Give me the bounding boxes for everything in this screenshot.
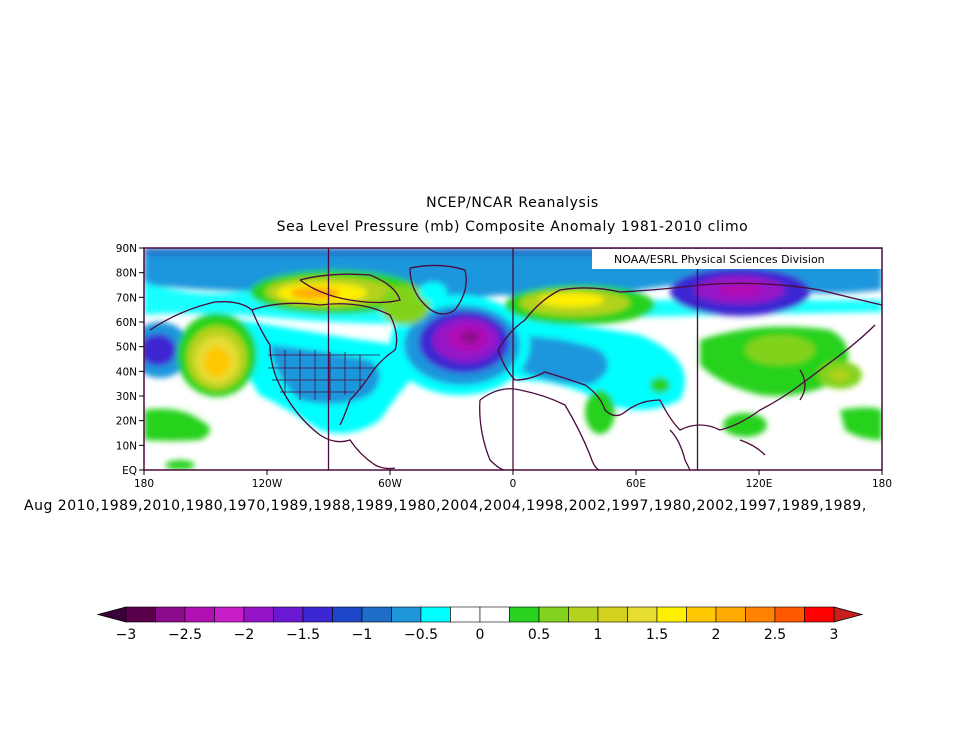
colorbar-swatch xyxy=(273,606,304,623)
lon-label: 180 xyxy=(872,478,892,490)
map-panel xyxy=(144,248,882,470)
colorbar-swatch xyxy=(184,606,215,623)
africa-west xyxy=(479,399,506,470)
colorbar-label: −0.5 xyxy=(404,627,438,643)
colorbar-swatch xyxy=(686,606,717,623)
colorbar-swatch xyxy=(479,606,510,623)
colorbar-swatch xyxy=(302,606,333,623)
meridians xyxy=(327,248,699,470)
colorbar-swatch xyxy=(243,606,274,623)
japan xyxy=(799,369,806,401)
sib-low-3 xyxy=(718,283,762,297)
lon-label: 120E xyxy=(746,478,773,490)
colorbar-swatch xyxy=(715,606,746,623)
lon-label: 60E xyxy=(626,478,646,490)
greenland-cyan xyxy=(419,282,447,302)
lon-label: 120W xyxy=(252,478,283,490)
colorbar-swatch xyxy=(627,606,658,623)
colorbar-swatch xyxy=(774,606,805,623)
colorbar-swatch xyxy=(656,606,687,623)
longitude-axis: 180 120W 60W 0 60E 120E 180 xyxy=(134,470,892,490)
lon-label: 180 xyxy=(134,478,154,490)
colorbar-label: −3 xyxy=(116,627,137,643)
nep-high-4 xyxy=(204,347,230,377)
lat-label: EQ xyxy=(122,465,137,477)
eurasia-north-coast xyxy=(497,282,882,351)
colorbar-swatch xyxy=(509,606,540,623)
canadian-archipelago xyxy=(299,273,401,304)
asia-green-2 xyxy=(745,335,815,365)
colorbar-swatch xyxy=(214,606,245,623)
greenland xyxy=(409,264,467,315)
colorbar-swatch xyxy=(568,606,599,623)
colorbar-label: −2.5 xyxy=(168,627,202,643)
colorbar-label: −2 xyxy=(234,627,255,643)
colorbar-label: 3 xyxy=(830,627,839,643)
na-blue xyxy=(270,345,380,404)
colorbar-swatch xyxy=(125,606,156,623)
colorbar-label: 1.5 xyxy=(646,627,668,643)
s-china-green xyxy=(723,413,767,437)
colorbar-swatch xyxy=(538,606,569,623)
colorbar-swatch xyxy=(361,606,392,623)
lat-label: 50N xyxy=(116,342,137,354)
coastlines xyxy=(149,264,882,470)
lat-label: 60N xyxy=(116,317,137,329)
chart-title: NCEP/NCAR Reanalysis xyxy=(426,195,599,211)
aleut-low-2 xyxy=(144,334,176,366)
colorbar-min-arrow xyxy=(96,606,127,623)
can-high-4 xyxy=(290,287,340,299)
us-states xyxy=(268,350,380,400)
colorbar: −3 −2.5 −2 −1.5 −1 −0.5 0 0.5 1 1.5 2 2.5 3 xyxy=(96,606,864,643)
lat-label: 30N xyxy=(116,391,137,403)
w-pacific-green xyxy=(840,407,882,440)
eq-green xyxy=(165,460,195,470)
colorbar-label: 2.5 xyxy=(764,627,786,643)
colorbar-swatch xyxy=(155,606,186,623)
colorbar-swatch xyxy=(745,606,776,623)
eurasia-south-coast xyxy=(497,324,876,431)
lat-label: 20N xyxy=(116,416,137,428)
africa-north xyxy=(479,388,601,470)
lon-label: 0 xyxy=(510,478,517,490)
lat-label: 90N xyxy=(116,243,137,255)
colorbar-swatch xyxy=(597,606,628,623)
credit-text: NOAA/ESRL Physical Sciences Division xyxy=(614,253,825,266)
colorbar-label: −1.5 xyxy=(286,627,320,643)
colorbar-label: −1 xyxy=(352,627,373,643)
india-green xyxy=(650,377,670,393)
latitude-axis: 90N 80N 70N 60N 50N 40N 30N 20N 10N EQ xyxy=(116,243,144,477)
colorbar-label: 2 xyxy=(712,627,721,643)
colorbar-swatch xyxy=(332,606,363,623)
colorbar-label: 0 xyxy=(476,627,485,643)
scan-high-3 xyxy=(540,293,604,307)
colorbar-max-arrow xyxy=(833,606,864,623)
colorbar-swatch xyxy=(804,606,835,623)
lat-label: 70N xyxy=(116,292,137,304)
colorbar-label: 0.5 xyxy=(528,627,550,643)
trop-pacific-green xyxy=(144,408,210,441)
credit-box xyxy=(592,249,882,269)
colorbar-label: 1 xyxy=(594,627,603,643)
india-coast xyxy=(669,429,691,470)
na-east-coast xyxy=(251,302,398,426)
lat-label: 10N xyxy=(116,440,137,452)
se-asia xyxy=(739,439,766,456)
composite-dates: Aug 2010,1989,2010,1980,1970,1989,1988,1… xyxy=(24,498,867,514)
lon-label: 60W xyxy=(378,478,402,490)
lat-label: 40N xyxy=(116,366,137,378)
arabia-green xyxy=(585,390,615,434)
lat-label: 80N xyxy=(116,268,137,280)
colorbar-swatch xyxy=(391,606,422,623)
colorbar-swatch xyxy=(420,606,451,623)
atl-low-6 xyxy=(461,331,479,343)
kamchatka-green-2 xyxy=(830,369,850,381)
colorbar-swatch xyxy=(450,606,481,623)
chart-subtitle: Sea Level Pressure (mb) Composite Anomal… xyxy=(276,219,749,235)
